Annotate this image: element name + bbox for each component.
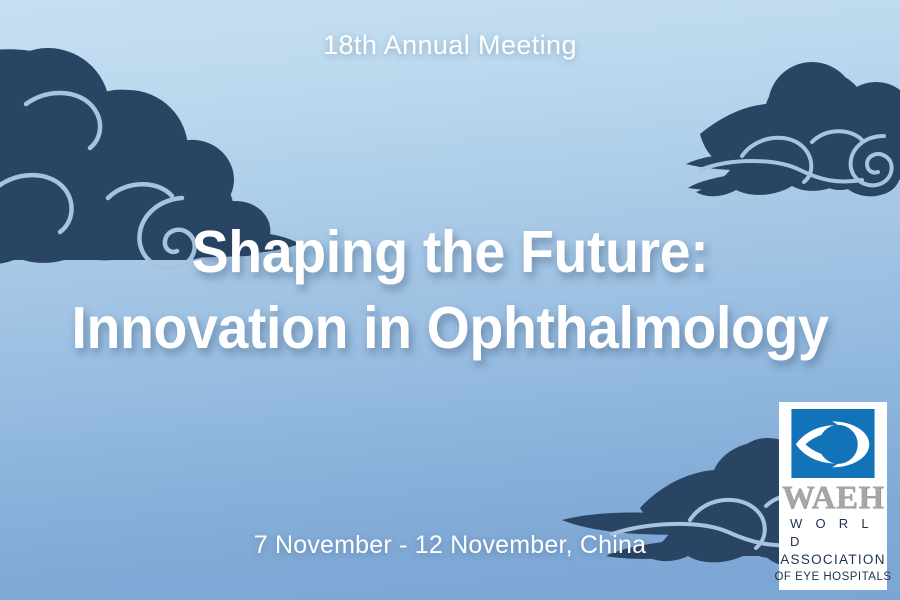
cloud-top-right-icon: [686, 62, 900, 197]
waeh-line-world: W O R L D: [790, 516, 873, 549]
event-dateline: 7 November - 12 November, China: [253, 531, 647, 559]
eye-icon: [791, 409, 875, 478]
title-line-2: Innovation in Ophthalmology: [71, 295, 829, 361]
waeh-logo: WAEH W O R L D ASSOCIATION OF EYE HOSPIT…: [774, 402, 891, 590]
waeh-line-association: ASSOCIATION: [780, 552, 886, 567]
waeh-logo-wordmark: WAEH W O R L D ASSOCIATION OF EYE HOSPIT…: [774, 478, 891, 585]
title-line-1: Shaping the Future:: [191, 219, 709, 285]
event-kicker: 18th Annual Meeting: [323, 30, 577, 60]
page-title: Shaping the Future: Innovation in Ophtha…: [0, 214, 900, 366]
waeh-line-hospitals: OF EYE HOSPITALS: [774, 571, 892, 583]
waeh-acronym: WAEH: [781, 480, 885, 516]
